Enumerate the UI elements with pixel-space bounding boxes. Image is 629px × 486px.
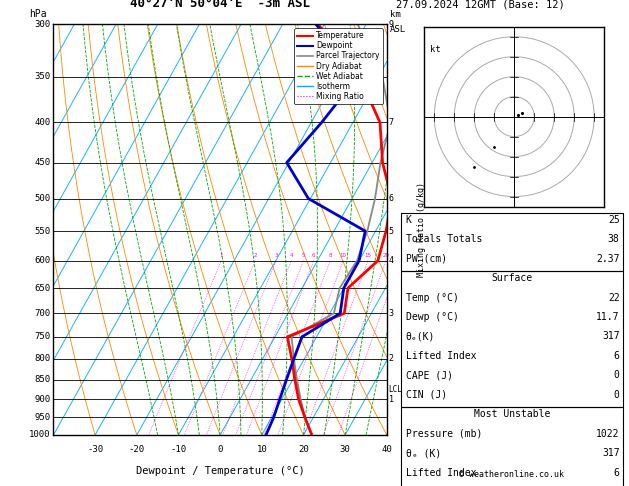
Text: 20: 20 [298, 445, 309, 454]
Text: 1: 1 [220, 253, 223, 258]
Text: -30: -30 [87, 445, 103, 454]
Text: Lifted Index: Lifted Index [406, 468, 476, 478]
Text: km: km [390, 10, 401, 19]
Text: kt: kt [430, 45, 441, 54]
Text: 25: 25 [608, 215, 620, 225]
Text: 20: 20 [382, 253, 389, 258]
Text: PW (cm): PW (cm) [406, 254, 447, 264]
Text: 1022: 1022 [596, 429, 620, 439]
Text: 38: 38 [608, 234, 620, 244]
Text: 30: 30 [340, 445, 350, 454]
Text: 400: 400 [34, 118, 50, 127]
Text: θₑ (K): θₑ (K) [406, 448, 441, 458]
Text: Totals Totals: Totals Totals [406, 234, 482, 244]
Text: 1: 1 [389, 395, 394, 403]
Text: 40: 40 [381, 445, 392, 454]
Text: 2: 2 [253, 253, 257, 258]
Text: ASL: ASL [390, 25, 406, 34]
Text: LCL: LCL [389, 385, 403, 394]
Text: 6: 6 [389, 194, 394, 203]
Text: 900: 900 [34, 395, 50, 403]
Text: 15: 15 [364, 253, 371, 258]
Text: 2.37: 2.37 [596, 254, 620, 264]
Text: 0: 0 [614, 390, 620, 400]
Text: 317: 317 [602, 448, 620, 458]
Text: 3: 3 [389, 309, 394, 318]
Text: K: K [406, 215, 411, 225]
Text: 5: 5 [302, 253, 305, 258]
Text: 6: 6 [614, 351, 620, 361]
Text: 6: 6 [614, 468, 620, 478]
Text: Most Unstable: Most Unstable [474, 409, 550, 419]
Text: 10: 10 [257, 445, 267, 454]
Text: -10: -10 [170, 445, 187, 454]
Legend: Temperature, Dewpoint, Parcel Trajectory, Dry Adiabat, Wet Adiabat, Isotherm, Mi: Temperature, Dewpoint, Parcel Trajectory… [294, 28, 383, 104]
Text: 0: 0 [218, 445, 223, 454]
Text: 2: 2 [389, 354, 394, 364]
Text: θₑ(K): θₑ(K) [406, 331, 435, 342]
Text: 800: 800 [34, 354, 50, 364]
Text: 500: 500 [34, 194, 50, 203]
Text: 650: 650 [34, 283, 50, 293]
Text: 4: 4 [289, 253, 293, 258]
Text: 4: 4 [389, 256, 394, 265]
Text: Temp (°C): Temp (°C) [406, 293, 459, 303]
Text: 6: 6 [312, 253, 316, 258]
Text: 600: 600 [34, 256, 50, 265]
Text: 850: 850 [34, 375, 50, 384]
Text: CAPE (J): CAPE (J) [406, 370, 453, 381]
Text: 450: 450 [34, 158, 50, 167]
Text: 9: 9 [389, 20, 394, 29]
Text: 10: 10 [340, 253, 347, 258]
Text: 700: 700 [34, 309, 50, 318]
Text: 350: 350 [34, 72, 50, 81]
Text: 7: 7 [389, 118, 394, 127]
Text: 5: 5 [389, 226, 394, 236]
Text: hPa: hPa [30, 9, 47, 19]
Text: 550: 550 [34, 226, 50, 236]
Text: 0: 0 [614, 370, 620, 381]
Text: 317: 317 [602, 331, 620, 342]
Text: Dewpoint / Temperature (°C): Dewpoint / Temperature (°C) [136, 466, 304, 476]
Text: 300: 300 [34, 20, 50, 29]
Text: 40°27'N 50°04'E  -3m ASL: 40°27'N 50°04'E -3m ASL [130, 0, 310, 10]
Text: Dewp (°C): Dewp (°C) [406, 312, 459, 322]
Text: 750: 750 [34, 332, 50, 341]
Text: 3: 3 [274, 253, 277, 258]
Text: 27.09.2024 12GMT (Base: 12): 27.09.2024 12GMT (Base: 12) [396, 0, 565, 10]
Text: 11.7: 11.7 [596, 312, 620, 322]
Text: 950: 950 [34, 413, 50, 422]
Text: Lifted Index: Lifted Index [406, 351, 476, 361]
Text: 1000: 1000 [29, 431, 50, 439]
Text: CIN (J): CIN (J) [406, 390, 447, 400]
Text: Surface: Surface [491, 273, 532, 283]
Text: 8: 8 [328, 253, 332, 258]
Text: Mixing Ratio (g/kg): Mixing Ratio (g/kg) [417, 182, 426, 277]
Text: 22: 22 [608, 293, 620, 303]
Text: © weatheronline.co.uk: © weatheronline.co.uk [459, 469, 564, 479]
Text: Pressure (mb): Pressure (mb) [406, 429, 482, 439]
Text: -20: -20 [129, 445, 145, 454]
